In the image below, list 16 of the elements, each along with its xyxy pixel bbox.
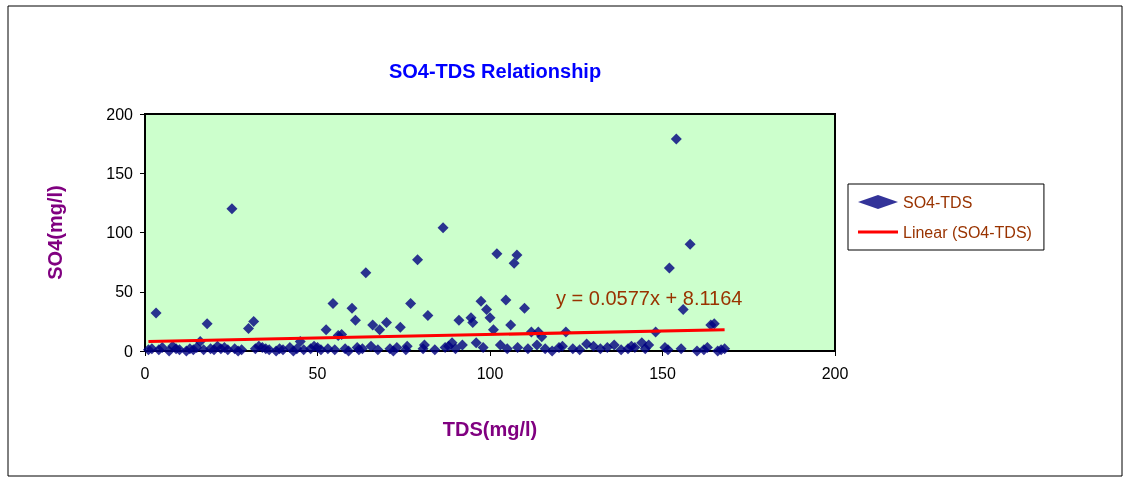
x-tick-label: 200 bbox=[821, 364, 849, 382]
y-tick-label: 0 bbox=[124, 342, 134, 360]
legend-label: SO4-TDS bbox=[903, 193, 973, 211]
y-tick-label: 50 bbox=[115, 283, 134, 301]
y-tick-label: 150 bbox=[106, 164, 134, 182]
y-tick-label: 200 bbox=[106, 105, 134, 123]
x-tick-label: 100 bbox=[476, 364, 504, 382]
x-tick-label: 0 bbox=[140, 364, 150, 382]
y-axis-title: SO4(mg/l) bbox=[44, 185, 66, 280]
x-tick-label: 50 bbox=[308, 364, 327, 382]
legend-label: Linear (SO4-TDS) bbox=[903, 223, 1032, 241]
chart-title: SO4-TDS Relationship bbox=[388, 60, 602, 82]
y-tick-label: 100 bbox=[106, 224, 134, 241]
x-tick-label: 150 bbox=[649, 364, 676, 382]
x-axis-title: TDS(mg/l) bbox=[442, 418, 538, 440]
annotation: y = 0.0577x + 8.1164 bbox=[556, 287, 743, 309]
